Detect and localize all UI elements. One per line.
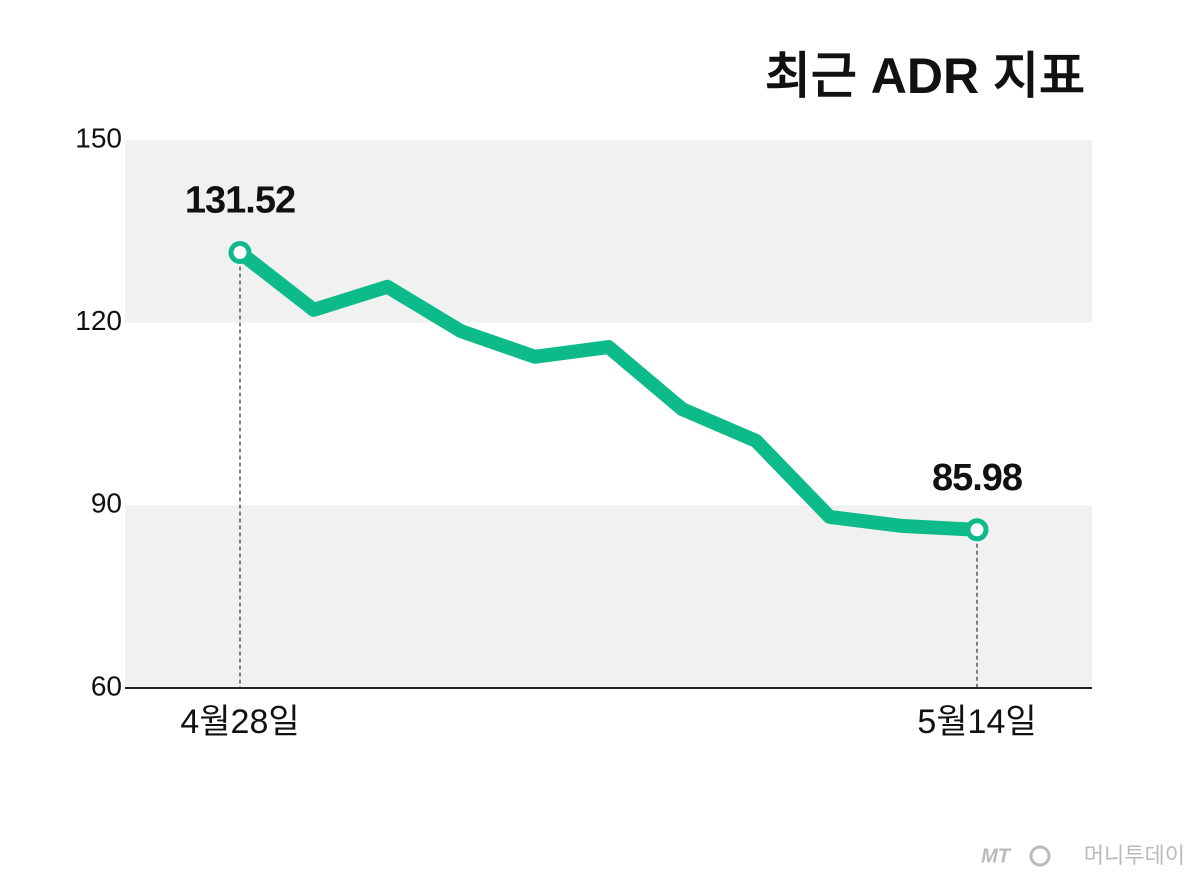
grid-band: [125, 505, 1092, 688]
grid-band: [125, 140, 1092, 323]
y-tick-label: 90: [91, 488, 122, 519]
credit: MT 머니투데이: [981, 843, 1185, 868]
data-label: 85.98: [932, 457, 1022, 499]
data-label: 131.52: [185, 180, 295, 222]
credit-icon: [1029, 845, 1051, 867]
credit-logo: MT: [981, 845, 1012, 867]
x-tick-label: 5월14일: [917, 703, 1036, 741]
y-tick-label: 120: [75, 305, 122, 336]
point-marker: [965, 518, 989, 542]
chart-title: 최근 ADR 지표: [765, 48, 1085, 104]
y-tick-label: 150: [75, 122, 122, 153]
point-marker: [228, 241, 252, 265]
x-tick-label: 4월28일: [180, 703, 299, 741]
credit-text: 머니투데이: [1084, 843, 1185, 868]
series-line: [235, 246, 978, 537]
y-tick-label: 60: [91, 670, 122, 701]
